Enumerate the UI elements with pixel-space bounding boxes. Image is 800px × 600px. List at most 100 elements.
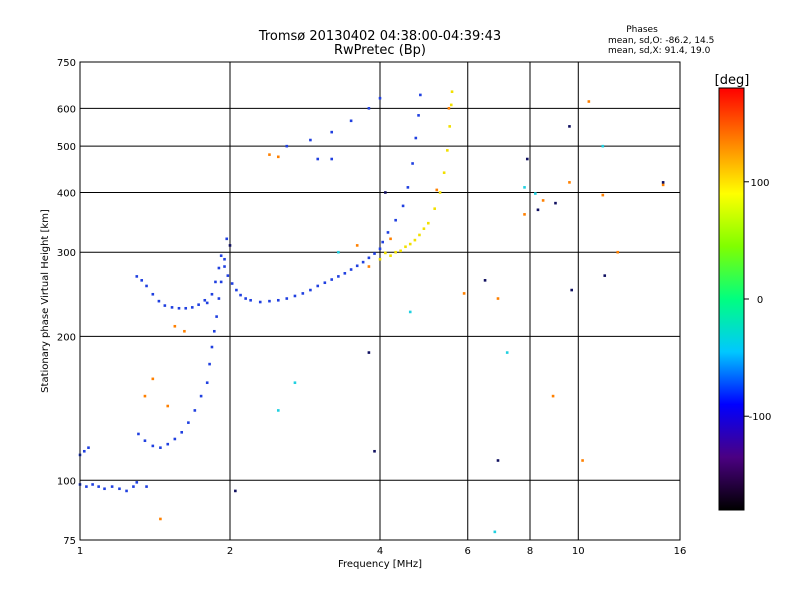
y-tick-label: 200 [57,332,76,343]
data-point [276,409,280,412]
data-point [581,459,584,462]
grid-lines [80,62,680,540]
data-point [483,279,487,282]
data-point [349,119,353,123]
data-point [601,193,605,197]
data-point [661,183,665,187]
x-tick-label: 2 [227,546,233,557]
y-tick-label: 500 [57,142,76,153]
data-point [180,431,184,434]
y-tick-label: 400 [57,188,76,199]
data-point [343,272,347,275]
data-point [442,171,446,175]
data-point [226,274,230,277]
data-point [414,136,418,140]
data-point [187,421,190,424]
data-point [493,530,497,534]
data-point [217,297,221,300]
data-point [536,208,540,212]
y-axis-label: Stationary phase Virtual Height [km] [40,209,51,393]
data-point [193,409,197,412]
x-tick-labels: 1 2 4 6 8 10 16 [77,546,687,557]
data-point [419,93,422,97]
data-point [406,186,410,189]
colorbar-ticks: 100 0 -100 [744,178,771,423]
data-point [462,292,466,295]
data-point [448,125,452,128]
data-point [159,446,162,449]
data-point [268,153,271,156]
data-point [293,381,297,385]
colorbar-tick-label: -100 [749,412,772,423]
data-point [411,162,414,165]
data-point [323,281,327,285]
data-point [554,201,557,205]
data-point [378,247,382,251]
data-point [91,483,94,486]
data-point [97,485,100,488]
data-point [143,394,147,398]
data-point [418,233,421,237]
x-tick-label: 6 [465,546,471,557]
data-point [85,485,88,488]
data-point [568,181,571,184]
data-point [551,394,555,398]
data-point [378,257,382,261]
data-point [140,279,144,282]
data-point [82,449,86,453]
phase-stats-heading: Phases [626,25,658,35]
x-tick-label: 8 [527,546,533,557]
data-point [214,280,217,284]
chart-subtitle: RwPretec (Bp) [334,43,426,58]
data-point [399,249,402,253]
data-point [426,221,430,225]
data-point [587,100,591,103]
data-point [268,299,271,303]
data-point [228,244,232,247]
data-point [166,404,170,408]
data-point [449,103,453,107]
data-point [234,489,237,493]
data-point [601,144,605,148]
x-tick-label: 16 [674,546,687,557]
data-point [177,306,181,310]
data-point [446,149,449,152]
data-point [373,449,376,453]
data-point [285,297,289,300]
data-point [210,345,214,349]
data-point [170,306,174,309]
data-point [408,310,412,314]
data-point [541,199,545,202]
data-point [151,377,155,381]
y-tick-label: 750 [57,58,76,69]
data-point [239,293,242,297]
y-tick-label: 100 [57,476,76,487]
x-tick-label: 4 [377,546,383,557]
y-tick-label: 600 [57,104,76,115]
colorbar-tick-label: 100 [750,178,769,189]
data-point [159,517,162,521]
data-point [386,231,390,234]
data-point [349,268,353,271]
colorbar-label: [deg] [715,73,750,88]
data-point [205,301,209,305]
data-point [173,324,177,328]
colorbar [718,87,745,511]
data-point [523,213,526,216]
data-point [190,306,194,309]
data-point [293,294,297,298]
data-point [422,227,426,230]
data-point [373,252,376,255]
data-point [337,250,340,254]
data-point [151,444,155,448]
data-point [137,432,140,436]
data-point [225,237,229,241]
data-point [355,244,359,247]
data-point [523,186,526,189]
chart-title: Tromsø 20130402 04:38:00-04:39:43 [258,29,501,44]
data-point [568,125,571,128]
data-point [143,439,147,443]
data-point [197,303,200,306]
data-point [118,487,121,491]
